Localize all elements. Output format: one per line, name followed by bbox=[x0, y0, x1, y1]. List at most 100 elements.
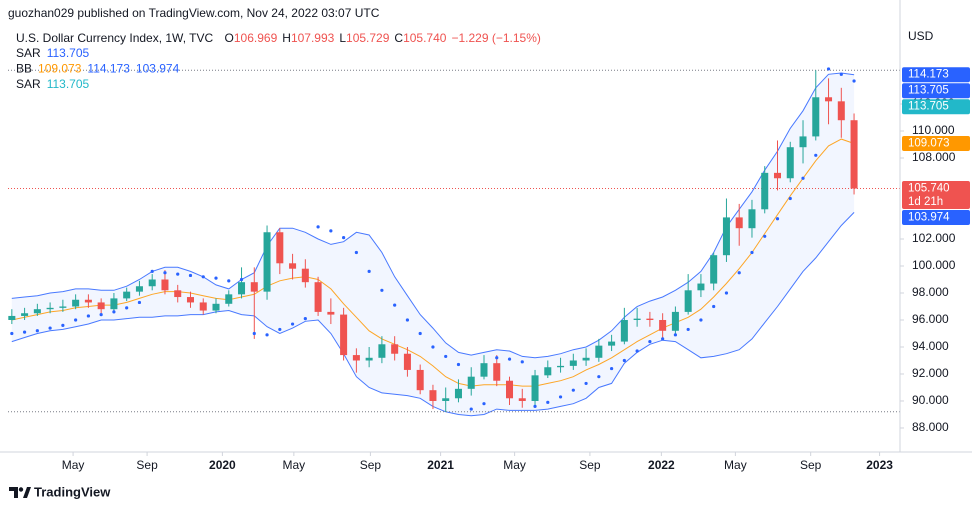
indicator-value: 113.705 bbox=[47, 77, 90, 91]
ohlc-key: C bbox=[394, 31, 403, 45]
sar-dot bbox=[137, 300, 142, 305]
sar-dot bbox=[316, 225, 320, 229]
sar-dot bbox=[188, 273, 193, 278]
price-tag-countdown: 1d 21h bbox=[908, 196, 943, 208]
candle-body bbox=[263, 232, 271, 292]
candle-body bbox=[735, 217, 743, 229]
candle-body bbox=[161, 279, 169, 291]
candle-body bbox=[684, 290, 692, 312]
sar-dot bbox=[163, 271, 167, 275]
candle-body bbox=[276, 232, 284, 264]
sar-dot bbox=[125, 306, 129, 310]
sar-dot bbox=[712, 304, 716, 309]
candle-body bbox=[697, 283, 705, 291]
sar-dot bbox=[99, 312, 103, 317]
x-tick-label: May bbox=[724, 458, 747, 472]
sar-dot bbox=[342, 236, 346, 240]
candle-body bbox=[633, 318, 641, 320]
sar-dot bbox=[763, 234, 767, 238]
sar-dot bbox=[265, 333, 269, 337]
sar-dot bbox=[673, 333, 678, 337]
sar-dot bbox=[686, 327, 690, 332]
x-tick-label: 2020 bbox=[209, 458, 236, 472]
sar-dot bbox=[74, 318, 78, 322]
sar-dot bbox=[852, 79, 856, 83]
sar-dot bbox=[303, 317, 307, 321]
symbol: U.S. Dollar Currency Index, 1W, TVC bbox=[16, 31, 214, 45]
sar-dot bbox=[788, 196, 792, 201]
indicator-value: 113.705 bbox=[47, 46, 90, 60]
indicator-value: 114.173 bbox=[87, 62, 130, 76]
candle-body bbox=[327, 311, 335, 315]
candle-body bbox=[467, 376, 475, 389]
candle-body bbox=[608, 341, 616, 346]
indicator-name: SAR bbox=[16, 46, 41, 60]
sar-dot bbox=[329, 229, 333, 233]
x-tick-label: Sep bbox=[136, 458, 158, 472]
candle-body bbox=[123, 291, 131, 299]
candle-body bbox=[352, 355, 360, 361]
sar-dot bbox=[661, 337, 665, 341]
sar-dot bbox=[635, 349, 639, 353]
price-tag bbox=[902, 67, 970, 83]
candle-body bbox=[748, 209, 756, 229]
sar-dot bbox=[801, 176, 805, 180]
candle-body bbox=[454, 388, 462, 399]
ohlc-key: O bbox=[225, 31, 234, 45]
x-tick-label: May bbox=[283, 458, 306, 472]
sar-dot bbox=[724, 291, 729, 295]
sar-dot bbox=[239, 277, 244, 282]
candle-body bbox=[135, 286, 143, 292]
candle-body bbox=[442, 398, 450, 401]
price-tag bbox=[902, 99, 970, 115]
ohlc-value: 105.729 bbox=[346, 31, 390, 45]
candle-body bbox=[825, 97, 833, 102]
candle-body bbox=[569, 360, 577, 366]
candle-body bbox=[531, 375, 539, 401]
candle-body bbox=[301, 268, 309, 283]
candle-body bbox=[174, 290, 182, 298]
y-tick-label: 108.000 bbox=[912, 150, 956, 164]
candle-body bbox=[416, 369, 424, 391]
y-tick-label: 102.000 bbox=[912, 231, 956, 245]
sar-dot bbox=[597, 375, 601, 379]
ohlc-key: H bbox=[282, 31, 291, 45]
candle-body bbox=[110, 298, 118, 310]
sar-dot bbox=[214, 276, 218, 280]
sar-dot bbox=[737, 271, 741, 275]
candle-body bbox=[148, 279, 156, 287]
sar-dot bbox=[839, 72, 843, 76]
x-tick-label: 2021 bbox=[427, 458, 454, 472]
x-tick-label: 2022 bbox=[648, 458, 675, 472]
x-tick-label: May bbox=[62, 458, 85, 472]
change: −1.229 (−1.15%) bbox=[451, 31, 540, 45]
sar-dot bbox=[150, 269, 154, 273]
candle-body bbox=[84, 299, 92, 303]
price-tag-label: 103.974 bbox=[908, 212, 950, 224]
sar-dot bbox=[533, 404, 537, 408]
price-tag-label: 114.173 bbox=[908, 69, 949, 81]
sar-dot bbox=[826, 67, 831, 71]
x-tick-label: 2023 bbox=[866, 458, 893, 472]
price-tag bbox=[902, 136, 970, 152]
indicator-name: BB bbox=[16, 62, 32, 76]
x-tick-label: Sep bbox=[360, 458, 382, 472]
sar-dot bbox=[520, 360, 524, 364]
x-tick-label: Sep bbox=[579, 458, 601, 472]
sar-dot bbox=[393, 303, 397, 307]
sar-dot bbox=[444, 354, 448, 359]
indicator-row: SAR 113.705 bbox=[16, 77, 90, 91]
symbol-legend: U.S. Dollar Currency Index, 1W, TVC O106… bbox=[16, 31, 541, 45]
candle-body bbox=[21, 313, 29, 316]
bb-basis bbox=[11, 138, 855, 387]
candle-body bbox=[225, 294, 233, 304]
sar-dot bbox=[290, 322, 295, 326]
sar-dot bbox=[558, 395, 563, 399]
candle-body bbox=[671, 311, 679, 331]
candle-body bbox=[761, 172, 769, 210]
indicator-legend: SAR 113.705 BB 109.073 114.173 103.974 SAR 113.… bbox=[16, 46, 180, 91]
ohlc-value: 106.969 bbox=[234, 31, 278, 45]
sar-dot bbox=[176, 272, 180, 276]
price-tag-label: 109.073 bbox=[908, 138, 950, 150]
y-tick-label: 110.000 bbox=[912, 123, 955, 137]
